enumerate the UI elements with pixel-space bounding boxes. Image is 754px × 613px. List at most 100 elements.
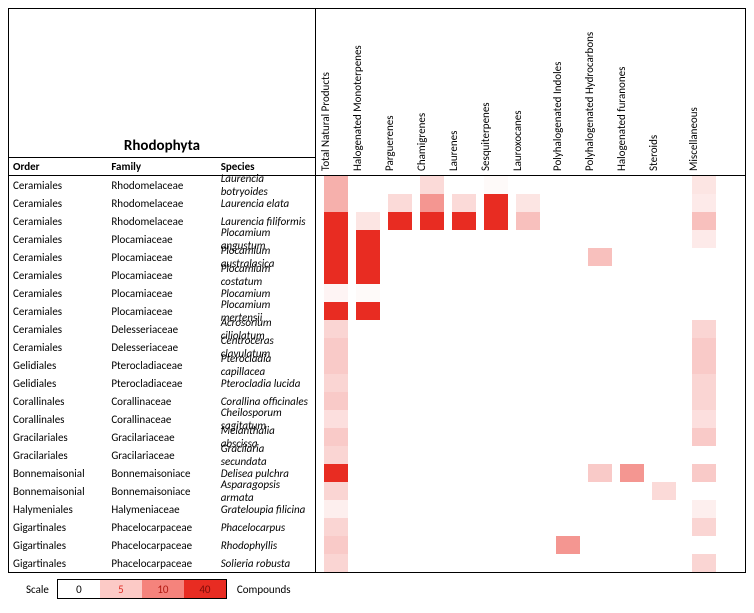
heat-cell: [420, 536, 444, 554]
taxonomy-cells: GelidialesPterocladiaceaePterocladia luc…: [9, 374, 316, 392]
table-row: GracilarialesGracilariaceaeGracilaria se…: [9, 446, 745, 464]
heat-cell: [556, 410, 580, 428]
cell-order: Ceramiales: [9, 233, 107, 246]
heat-cell: [452, 554, 476, 572]
scale-caption: Compounds: [237, 583, 291, 596]
heat-cell: [452, 518, 476, 536]
heat-cell: [588, 176, 612, 194]
heat-cell: [452, 410, 476, 428]
compound-header: Parguerenes: [383, 115, 396, 171]
heat-cell: [484, 302, 508, 320]
heat-cell: [388, 356, 412, 374]
heat-cell: [620, 500, 644, 518]
table-row: CeramialesRhodomelaceaeLaurencia botryoi…: [9, 176, 745, 194]
heat-cell: [588, 482, 612, 500]
taxonomy-cells: GigartinalesPhacelocarpaceaeSolieria rob…: [9, 554, 316, 572]
heat-cell: [324, 536, 348, 554]
heat-cell: [484, 266, 508, 284]
heat-cell: [420, 464, 444, 482]
heat-cells: [316, 482, 745, 500]
cell-order: Ceramiales: [9, 269, 107, 282]
heat-cell: [516, 482, 540, 500]
taxonomy-cells: CeramialesRhodomelaceaeLaurencia botryoi…: [9, 176, 316, 194]
heat-cell: [324, 464, 348, 482]
heat-cell: [484, 356, 508, 374]
heat-cell: [588, 212, 612, 230]
heat-cell: [420, 230, 444, 248]
table-row: CeramialesRhodomelaceaeLaurencia filifor…: [9, 212, 745, 230]
heat-cell: [556, 554, 580, 572]
heat-cell: [452, 338, 476, 356]
heat-cell: [388, 392, 412, 410]
heat-cell: [620, 464, 644, 482]
heat-cell: [556, 266, 580, 284]
heat-cell: [588, 302, 612, 320]
scale-legend: Scale 051040 Compounds: [8, 573, 746, 599]
heat-cell: [620, 248, 644, 266]
heat-cell: [484, 482, 508, 500]
heat-cell: [324, 518, 348, 536]
heat-cells: [316, 554, 745, 572]
cell-family: Plocamiaceae: [107, 233, 216, 246]
heat-cell: [588, 392, 612, 410]
heat-cell: [556, 392, 580, 410]
taxonomy-cells: GigartinalesPhacelocarpaceaePhacelocarpu…: [9, 518, 316, 536]
cell-order: Bonnemaisonial: [9, 467, 107, 480]
heat-cell: [420, 212, 444, 230]
taxonomy-header-col: Rhodophyta Order Family Species: [9, 9, 316, 176]
table-row: GracilarialesGracilariaceaeMelanthalia a…: [9, 428, 745, 446]
heat-cell: [356, 320, 380, 338]
heat-cell: [356, 374, 380, 392]
heat-cell: [652, 392, 676, 410]
compound-header: Total Natural Products: [319, 72, 332, 171]
heat-cells: [316, 518, 745, 536]
heat-cell: [620, 482, 644, 500]
heat-cell: [556, 428, 580, 446]
cell-order: Gelidiales: [9, 359, 107, 372]
table-row: GelidialesPterocladiaceaePterocladia cap…: [9, 356, 745, 374]
table-row: HalymenialesHalymeniaceaeGrateloupia fil…: [9, 500, 745, 518]
cell-species: Grateloupia filicina: [217, 503, 315, 516]
heat-cell: [388, 446, 412, 464]
table-row: CeramialesPlocamiaceaePlocamium angustum: [9, 230, 745, 248]
heat-cells: [316, 356, 745, 374]
heat-cell: [652, 266, 676, 284]
cell-family: Plocamiaceae: [107, 305, 216, 318]
heat-cells: [316, 500, 745, 518]
heat-cell: [420, 266, 444, 284]
heat-cells: [316, 320, 745, 338]
heat-cell: [388, 374, 412, 392]
heat-cell: [356, 284, 380, 302]
compound-headers: Total Natural ProductsHalogenated Monote…: [316, 9, 745, 176]
heat-cell: [652, 194, 676, 212]
heat-cell: [452, 392, 476, 410]
cell-family: Phacelocarpaceae: [107, 521, 216, 534]
heat-cell: [556, 356, 580, 374]
cell-family: Bonnemaisoniace: [107, 485, 216, 498]
heat-cell: [652, 500, 676, 518]
heat-cell: [484, 194, 508, 212]
cell-species: Laurencia elata: [217, 197, 315, 210]
heat-cells: [316, 410, 745, 428]
heat-cell: [452, 230, 476, 248]
heat-cell: [452, 176, 476, 194]
heat-cell: [556, 464, 580, 482]
heat-cell: [516, 356, 540, 374]
heat-cell: [388, 428, 412, 446]
heat-cell: [484, 338, 508, 356]
heat-cell: [692, 266, 716, 284]
heat-cell: [420, 500, 444, 518]
heat-cell: [420, 374, 444, 392]
heat-cell: [452, 212, 476, 230]
heat-cell: [692, 320, 716, 338]
heat-cell: [420, 176, 444, 194]
heat-cells: [316, 536, 745, 554]
heat-cell: [652, 176, 676, 194]
heat-cell: [388, 410, 412, 428]
heat-cell: [652, 212, 676, 230]
cell-order: Corallinales: [9, 413, 107, 426]
heat-cell: [420, 482, 444, 500]
heat-cell: [452, 266, 476, 284]
heat-cell: [620, 266, 644, 284]
cell-family: Halymeniaceae: [107, 503, 216, 516]
